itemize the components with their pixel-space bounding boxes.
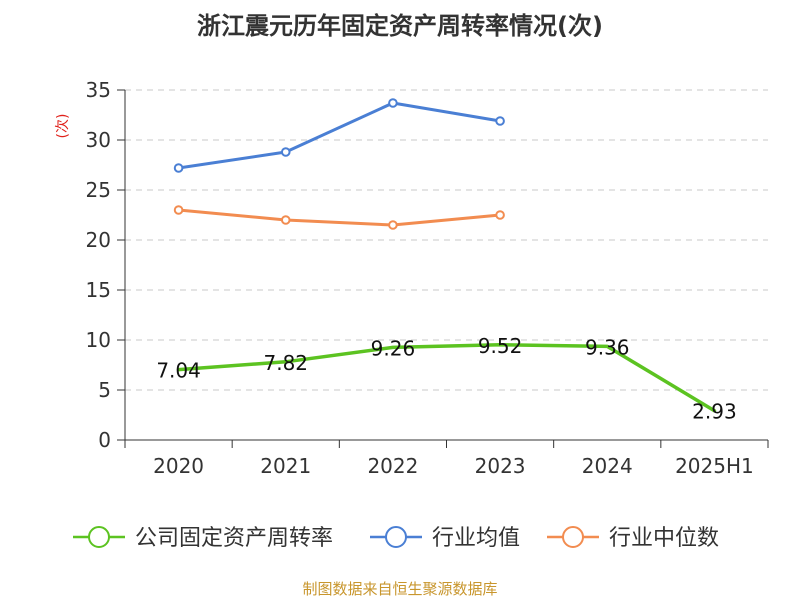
series-lines: [173, 98, 717, 413]
data-label: 9.36: [585, 335, 630, 359]
legend-label: 行业均值: [432, 526, 520, 551]
data-label: 9.26: [371, 336, 416, 360]
y-axis-unit-label: (次): [55, 114, 71, 139]
data-label: 7.04: [156, 359, 201, 383]
y-tick-label: 30: [86, 128, 111, 152]
y-tick-label: 0: [98, 428, 111, 452]
axes: 0 5 10 15 20 25 30 35 2020 2021 2022 2023 2024 2025H1: [86, 78, 769, 478]
series-point: [280, 215, 291, 225]
data-label: 9.52: [478, 334, 523, 358]
series-line: [177, 208, 502, 227]
series-point: [280, 147, 291, 157]
source-note: 制图数据来自恒生聚源数据库: [302, 580, 497, 598]
y-tick-label: 25: [86, 178, 111, 202]
legend-label: 公司固定资产周转率: [135, 526, 333, 551]
legend-swatch-marker: [385, 526, 407, 548]
series-line: [176, 343, 717, 413]
legend: 公司固定资产周转率 行业均值 行业中位数: [73, 526, 719, 551]
x-tick-label: 2024: [582, 454, 633, 478]
series-point: [495, 116, 505, 126]
series-point: [173, 163, 184, 173]
y-tick-label: 15: [86, 278, 111, 302]
series-point: [388, 98, 398, 108]
x-tick-label: 2023: [475, 454, 526, 478]
series-point: [173, 205, 184, 215]
x-tick-label: 2020: [153, 454, 204, 478]
series-point: [495, 210, 505, 220]
y-tick-label: 20: [86, 228, 111, 252]
x-tick-label: 2021: [260, 454, 311, 478]
y-tick-label: 5: [98, 378, 111, 402]
legend-label: 行业中位数: [609, 526, 719, 551]
y-tick-label: 10: [86, 328, 111, 352]
x-tick-label: 2025H1: [675, 454, 754, 478]
data-labels: 7.04 7.82 9.26 9.52 9.36 2.93: [156, 334, 736, 424]
data-label: 7.82: [263, 351, 308, 375]
series-point: [388, 220, 398, 230]
series-line: [177, 101, 502, 170]
legend-swatch-marker: [562, 526, 584, 548]
chart-title: 浙江震元历年固定资产周转率情况(次): [197, 12, 603, 40]
gridlines: [125, 89, 768, 391]
y-tick-label: 35: [86, 78, 111, 102]
x-tick-label: 2022: [367, 454, 418, 478]
legend-swatch-marker: [88, 526, 110, 548]
data-label: 2.93: [692, 400, 737, 424]
